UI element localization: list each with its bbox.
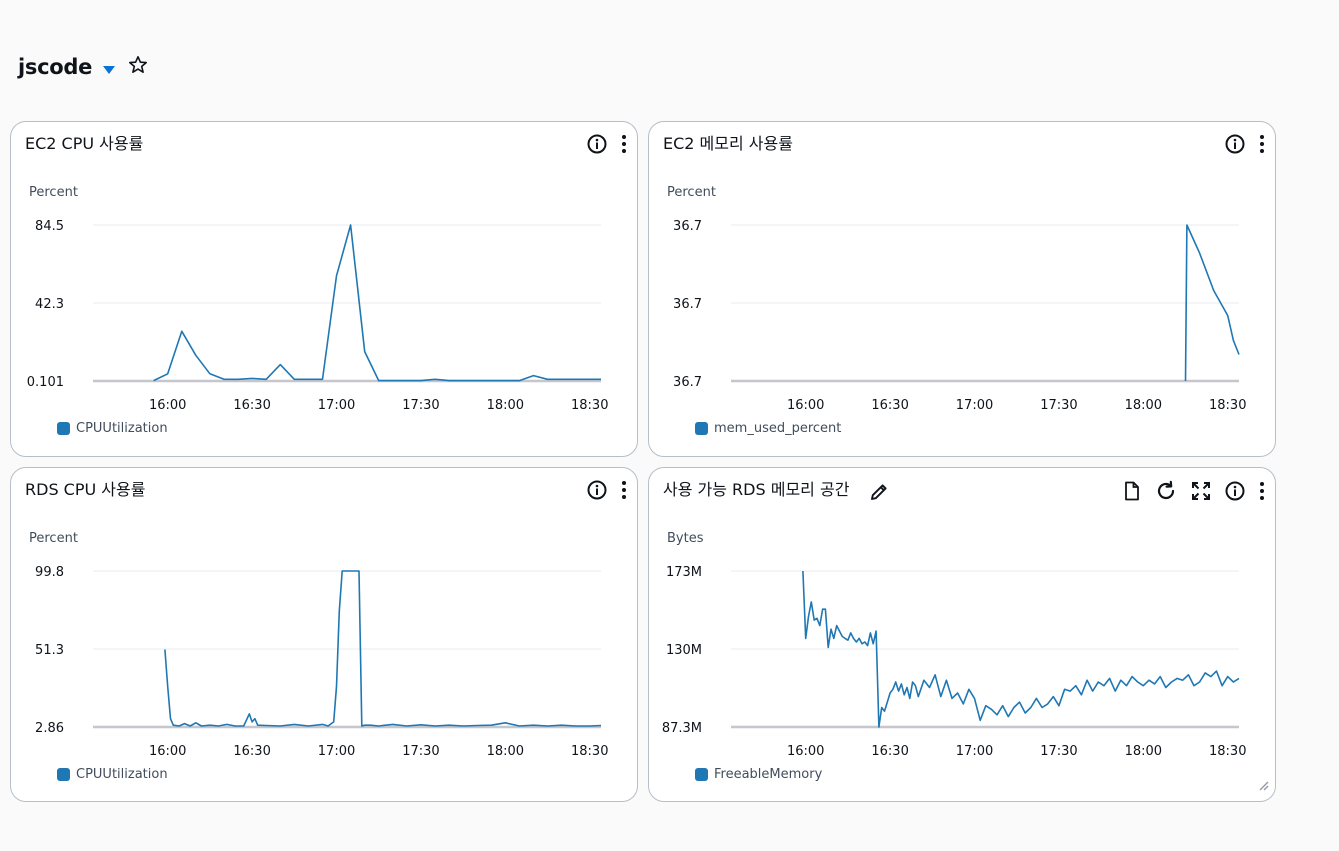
y-tick-label: 0.101 <box>27 375 64 390</box>
legend-swatch <box>57 768 70 781</box>
legend-item[interactable]: CPUUtilization <box>57 421 168 436</box>
info-icon[interactable] <box>587 480 607 500</box>
more-icon[interactable] <box>621 480 627 500</box>
y-tick-label: 36.7 <box>673 219 702 234</box>
legend-swatch <box>695 768 708 781</box>
widget-ec2-cpu: EC2 CPU 사용률 Percent 84.5 42.3 0.101 16:00 16… <box>10 121 638 457</box>
legend-label: mem_used_percent <box>714 421 842 436</box>
y-tick-label: 51.3 <box>35 643 64 658</box>
x-tick-label: 17:00 <box>318 744 355 759</box>
y-tick-label: 87.3M <box>662 721 702 736</box>
y-axis-unit: Percent <box>667 185 716 200</box>
resize-handle-icon[interactable] <box>1257 776 1269 795</box>
x-tick-label: 17:30 <box>1040 398 1077 413</box>
series-line <box>802 570 1240 728</box>
info-icon[interactable] <box>587 134 607 154</box>
widget-rds-freeable-memory: 사용 가능 RDS 메모리 공간 Bytes 173M 130M 87.3M 16:0… <box>648 467 1276 802</box>
y-tick-label: 42.3 <box>35 297 64 312</box>
x-tick-label: 18:30 <box>571 398 608 413</box>
more-icon[interactable] <box>1259 134 1265 154</box>
x-tick-label: 16:30 <box>871 398 908 413</box>
x-tick-label: 17:30 <box>402 398 439 413</box>
info-icon[interactable] <box>1225 134 1245 154</box>
widget-actions <box>1123 480 1265 502</box>
x-tick-label: 16:00 <box>149 744 186 759</box>
x-tick-label: 17:00 <box>318 398 355 413</box>
star-icon[interactable] <box>128 55 148 79</box>
legend-swatch <box>57 422 70 435</box>
legend-item[interactable]: FreeableMemory <box>695 767 822 782</box>
x-tick-label: 16:30 <box>233 398 270 413</box>
y-tick-label: 173M <box>666 565 702 580</box>
y-tick-label: 99.8 <box>35 565 64 580</box>
y-tick-label: 84.5 <box>35 219 64 234</box>
caret-down-icon[interactable] <box>102 60 116 79</box>
more-icon[interactable] <box>1259 481 1265 501</box>
widget-title: RDS CPU 사용률 <box>25 480 146 499</box>
x-tick-label: 17:30 <box>402 744 439 759</box>
dashboard-header: jscode <box>18 52 148 82</box>
x-tick-label: 16:30 <box>233 744 270 759</box>
y-axis-unit: Percent <box>29 185 78 200</box>
widget-title: 사용 가능 RDS 메모리 공간 <box>663 480 850 499</box>
refresh-icon[interactable] <box>1155 480 1177 502</box>
line-chart: 173M 130M 87.3M 16:00 16:30 17:00 17:30 18:00 18… <box>662 565 1247 759</box>
x-tick-label: 16:30 <box>871 744 908 759</box>
x-tick-label: 17:00 <box>956 744 993 759</box>
legend-label: CPUUtilization <box>76 421 168 436</box>
legend-swatch <box>695 422 708 435</box>
line-chart: 99.8 51.3 2.86 16:00 16:30 17:00 17:30 18:00 18:… <box>35 565 608 759</box>
dashboard-title: jscode <box>18 55 93 79</box>
x-tick-label: 18:30 <box>1209 398 1246 413</box>
x-tick-label: 18:00 <box>487 744 524 759</box>
widget-title: EC2 CPU 사용률 <box>25 134 144 153</box>
x-tick-label: 16:00 <box>787 398 824 413</box>
widget-actions <box>587 134 627 154</box>
y-tick-label: 130M <box>666 643 702 658</box>
x-tick-label: 17:30 <box>1040 744 1077 759</box>
x-tick-label: 17:00 <box>956 398 993 413</box>
y-tick-label: 36.7 <box>673 297 702 312</box>
x-tick-label: 18:00 <box>487 398 524 413</box>
legend-label: FreeableMemory <box>714 767 823 782</box>
x-tick-label: 18:00 <box>1125 398 1162 413</box>
x-tick-label: 18:30 <box>571 744 608 759</box>
x-tick-label: 16:00 <box>787 744 824 759</box>
series-line <box>153 224 601 382</box>
widget-actions <box>587 480 627 500</box>
fullscreen-icon[interactable] <box>1191 481 1211 501</box>
x-tick-label: 18:30 <box>1209 744 1246 759</box>
edit-title-icon[interactable] <box>869 482 889 506</box>
series-line <box>1184 224 1240 382</box>
widget-title: EC2 메모리 사용률 <box>663 134 793 153</box>
y-axis-unit: Percent <box>29 531 78 546</box>
legend-item[interactable]: mem_used_percent <box>695 421 841 436</box>
x-tick-label: 18:00 <box>1125 744 1162 759</box>
widget-actions <box>1225 134 1265 154</box>
info-icon[interactable] <box>1225 481 1245 501</box>
line-chart: 36.7 36.7 36.7 16:00 16:30 17:00 17:30 18:00 18:… <box>673 219 1246 413</box>
line-chart: 84.5 42.3 0.101 16:00 16:30 17:00 17:30 18:00 18… <box>27 219 609 413</box>
y-tick-label: 36.7 <box>673 375 702 390</box>
file-icon[interactable] <box>1123 481 1141 501</box>
x-tick-label: 16:00 <box>149 398 186 413</box>
legend-label: CPUUtilization <box>76 767 168 782</box>
series-line <box>164 570 602 727</box>
widget-ec2-memory: EC2 메모리 사용률 Percent 36.7 36.7 36.7 16:00 16:… <box>648 121 1276 457</box>
more-icon[interactable] <box>621 134 627 154</box>
widget-rds-cpu: RDS CPU 사용률 Percent 99.8 51.3 2.86 16:00 16:… <box>10 467 638 802</box>
y-tick-label: 2.86 <box>35 721 64 736</box>
legend-item[interactable]: CPUUtilization <box>57 767 168 782</box>
y-axis-unit: Bytes <box>667 531 704 546</box>
